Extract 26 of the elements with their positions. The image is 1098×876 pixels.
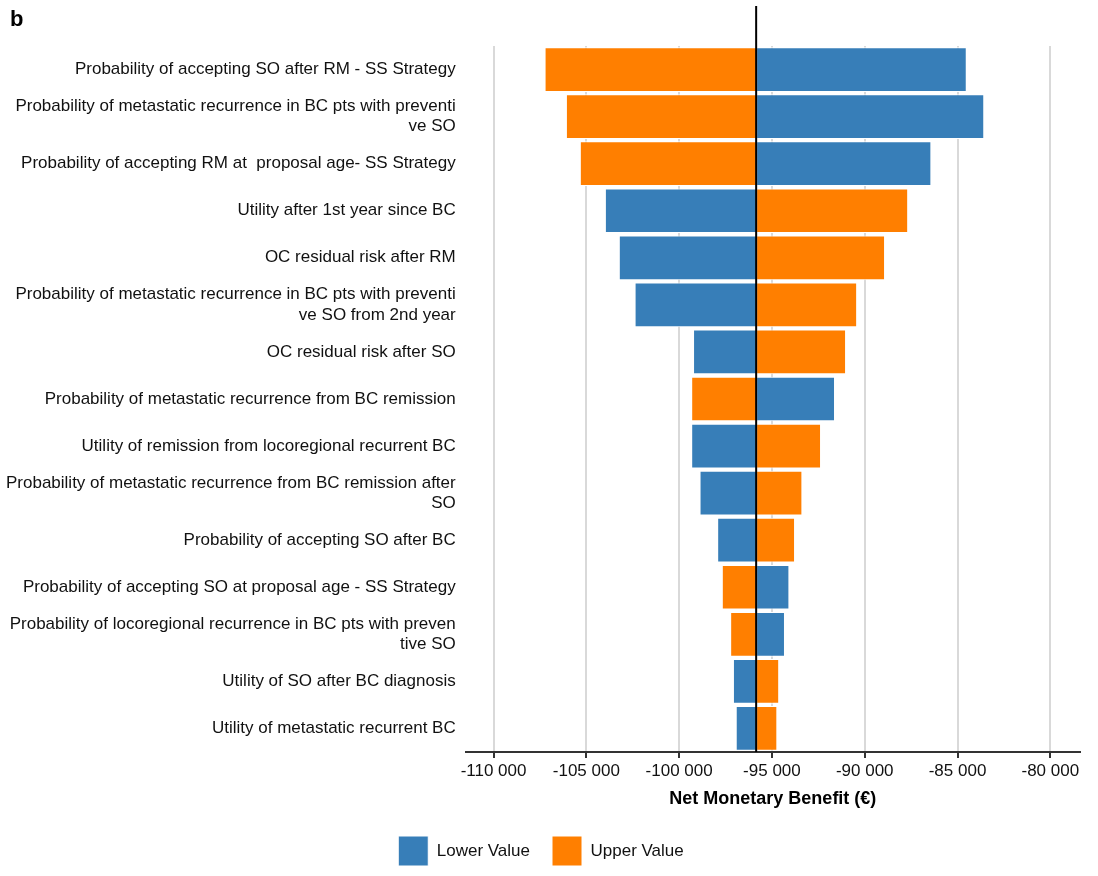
x-tick-label: -85 000 [928, 760, 987, 780]
x-tick-label: -100 000 [645, 760, 713, 780]
y-tick-label: OC residual risk after SO [266, 341, 456, 361]
y-tick-label: Probability of metastatic recurrence from BC remission [44, 388, 456, 408]
x-tick-label: -105 000 [552, 760, 620, 780]
y-tick-label: Utility of metastatic recurrent BC [211, 718, 456, 738]
y-tick-label: Probability of locoregional recurrence in BC pts with preven tive SO [9, 613, 456, 654]
y-tick-label: Probability of metastatic recurrence in BC pts with preventi ve SO [15, 96, 456, 136]
y-tick-label: OC residual risk after RM [264, 247, 456, 267]
legend-label: Upper Value [590, 840, 684, 860]
text: b [10, 6, 24, 32]
legend-label: Lower Value [436, 840, 531, 860]
y-tick-label: Utility of remission from locoregional recurrent BC [81, 435, 456, 455]
x-tick-label: -80 000 [1021, 760, 1080, 780]
y-tick-label: Probability of metastatic recurrence from BC remission after SO [5, 472, 457, 513]
x-tick-label: -90 000 [835, 760, 894, 780]
y-tick-label: Probability of accepting RM at proposal age- SS Strategy [21, 153, 457, 173]
y-tick-label: Probability of accepting SO at proposal age - SS Strategy [22, 576, 457, 596]
y-tick-label: Probability of metastatic recurrence in BC pts with preventi ve SO from 2nd year [15, 284, 457, 324]
y-tick-label: Utility after 1st year since BC [237, 200, 456, 220]
x-tick-label: -110 000 [460, 760, 527, 780]
y-tick-label: Probability of accepting SO after RM - SS Strategy [74, 59, 457, 79]
x-tick-label: -95 000 [743, 760, 801, 780]
y-tick-label: Utility of SO after BC diagnosis [222, 671, 456, 691]
x-axis-title: Net Monetary Benefit (€) [669, 788, 877, 809]
y-tick-label: Probability of accepting SO after BC [183, 529, 456, 549]
